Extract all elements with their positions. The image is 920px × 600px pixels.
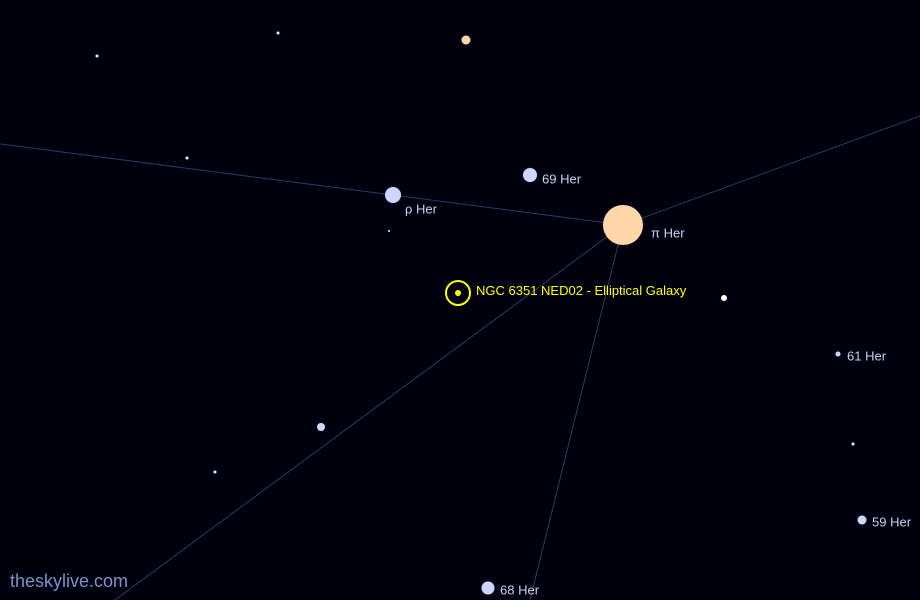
star-pi-her [603, 205, 643, 245]
star-faint-g [317, 423, 325, 431]
star-label-69-her: 69 Her [542, 172, 581, 187]
constellation-line [530, 225, 623, 600]
star-68-her [482, 582, 495, 595]
constellation-line [623, 105, 920, 225]
star-faint-f [721, 295, 727, 301]
star-label-rho-her: ρ Her [405, 202, 437, 217]
star-rho-her [385, 187, 401, 203]
star-label-68-her: 68 Her [500, 583, 539, 598]
star-label-pi-her: π Her [651, 226, 685, 241]
star-59-her [858, 516, 867, 525]
star-faint-a [462, 36, 471, 45]
star-faint-i [852, 443, 855, 446]
star-label-59-her: 59 Her [872, 515, 911, 530]
constellation-line [115, 225, 623, 600]
star-69-her [523, 168, 537, 182]
star-faint-d [186, 157, 189, 160]
star-faint-h [214, 471, 217, 474]
star-61-her [836, 352, 841, 357]
star-faint-b [277, 32, 280, 35]
star-label-61-her: 61 Her [847, 349, 886, 364]
star-chart: π Her ρ Her 69 Her 68 Her 59 Her 61 Her NGC 6… [0, 0, 920, 600]
constellation-line [0, 140, 623, 225]
target-dot-icon [455, 290, 461, 296]
star-faint-e [388, 230, 390, 232]
watermark-text: theskylive.com [10, 571, 128, 592]
star-faint-c [96, 55, 99, 58]
target-label: NGC 6351 NED02 - Elliptical Galaxy [476, 283, 686, 298]
